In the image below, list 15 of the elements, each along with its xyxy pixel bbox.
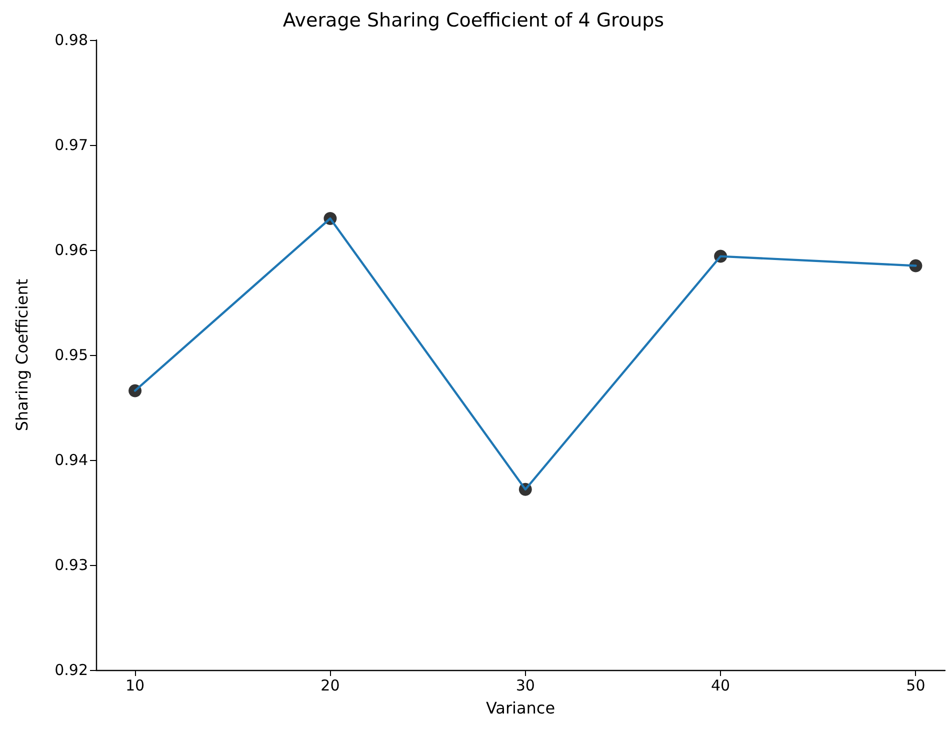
y-tick-label: 0.93 (54, 556, 88, 574)
x-tick-label: 20 (320, 676, 340, 694)
x-tick-label: 30 (516, 676, 535, 694)
y-tick-label: 0.95 (54, 346, 88, 364)
y-tick-label: 0.98 (54, 31, 88, 49)
x-tick-label: 10 (125, 676, 145, 694)
y-tick-label: 0.92 (54, 661, 88, 679)
y-tick-label: 0.96 (54, 241, 88, 259)
x-tick-label: 50 (906, 676, 926, 694)
y-tick-label: 0.94 (54, 451, 88, 469)
x-tick-label: 40 (711, 676, 730, 694)
y-axis-title: Sharing Coefficient (12, 278, 32, 432)
y-tick-label: 0.97 (54, 136, 88, 154)
x-axis-title: Variance (486, 698, 556, 718)
chart-title: Average Sharing Coefficient of 4 Groups (282, 10, 664, 32)
